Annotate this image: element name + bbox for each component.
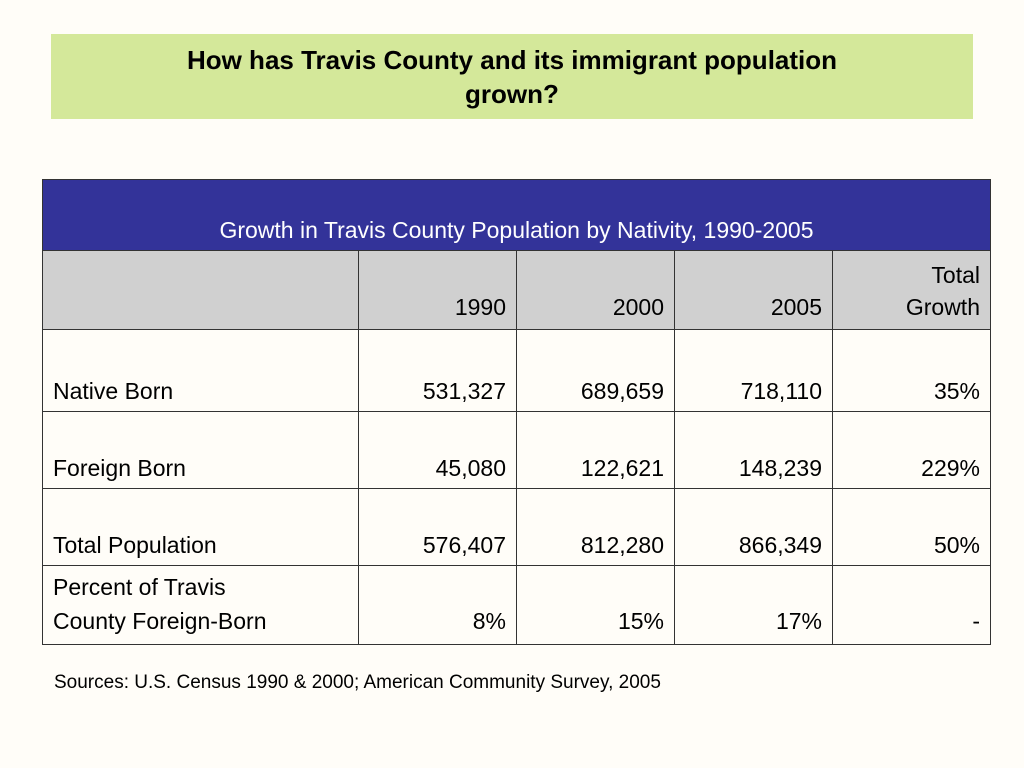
header-2000: 2000 — [516, 250, 675, 330]
cell-total-growth: 35% — [832, 329, 991, 412]
cell-2000: 689,659 — [516, 329, 675, 412]
cell-1990: 531,327 — [358, 329, 517, 412]
table-caption-row: Growth in Travis County Population by Na… — [42, 179, 991, 251]
cell-2005: 17% — [674, 565, 833, 645]
header-2005: 2005 — [674, 250, 833, 330]
header-blank — [42, 250, 359, 330]
table-row-native-born: Native Born 531,327 689,659 718,110 35% — [42, 329, 991, 412]
cell-2005: 718,110 — [674, 329, 833, 412]
slide-title: How has Travis County and its immigrant … — [187, 43, 837, 111]
header-total-growth: Total Growth — [832, 250, 991, 330]
header-1990: 1990 — [358, 250, 517, 330]
table-row-total-population: Total Population 576,407 812,280 866,349… — [42, 488, 991, 566]
row-label: Native Born — [42, 329, 359, 412]
population-table: Growth in Travis County Population by Na… — [42, 179, 991, 645]
cell-2005: 866,349 — [674, 488, 833, 566]
row-label: Foreign Born — [42, 411, 359, 489]
cell-total-growth: 229% — [832, 411, 991, 489]
cell-total-growth: 50% — [832, 488, 991, 566]
table-header-row: 1990 2000 2005 Total Growth — [42, 250, 991, 330]
header-total-growth-line1: Total — [931, 262, 980, 288]
cell-1990: 8% — [358, 565, 517, 645]
row-label-line1: Percent of Travis — [53, 574, 226, 600]
cell-2000: 812,280 — [516, 488, 675, 566]
row-label: Percent of Travis County Foreign-Born — [42, 565, 359, 645]
slide-title-box: How has Travis County and its immigrant … — [51, 34, 973, 119]
row-label-line2: County Foreign-Born — [53, 608, 267, 634]
table-row-percent-foreign-born: Percent of Travis County Foreign-Born 8%… — [42, 565, 991, 645]
cell-total-growth: - — [832, 565, 991, 645]
header-total-growth-line2: Growth — [905, 294, 980, 320]
cell-2000: 122,621 — [516, 411, 675, 489]
slide-title-line2: grown? — [465, 78, 559, 109]
sources-note: Sources: U.S. Census 1990 & 2000; Americ… — [54, 672, 661, 693]
cell-2005: 148,239 — [674, 411, 833, 489]
cell-1990: 45,080 — [358, 411, 517, 489]
cell-1990: 576,407 — [358, 488, 517, 566]
table-row-foreign-born: Foreign Born 45,080 122,621 148,239 229% — [42, 411, 991, 489]
slide-title-line1: How has Travis County and its immigrant … — [186, 44, 838, 75]
row-label: Total Population — [42, 488, 359, 566]
table-caption: Growth in Travis County Population by Na… — [42, 179, 991, 251]
cell-2000: 15% — [516, 565, 675, 645]
